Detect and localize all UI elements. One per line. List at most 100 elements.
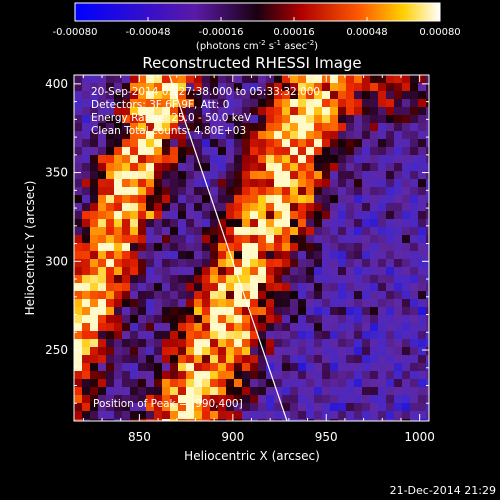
heatmap-cell xyxy=(306,227,315,236)
heatmap-cell xyxy=(178,339,187,348)
heatmap-cell xyxy=(114,275,123,284)
heatmap-cell xyxy=(178,195,187,204)
heatmap-cell xyxy=(170,387,179,396)
heatmap-cell xyxy=(322,163,331,172)
heatmap-cell xyxy=(418,227,427,236)
heatmap-cell xyxy=(362,259,371,268)
heatmap-cell xyxy=(138,203,147,212)
heatmap-cell xyxy=(242,419,251,421)
heatmap-cell xyxy=(90,387,99,396)
y-tick-label: 350 xyxy=(45,166,68,180)
heatmap-cell xyxy=(378,75,387,84)
heatmap-cell xyxy=(122,387,131,396)
heatmap-cell xyxy=(418,179,427,188)
heatmap-cell xyxy=(410,123,419,132)
heatmap-cell xyxy=(346,99,355,108)
heatmap-cell xyxy=(226,227,235,236)
heatmap-cell xyxy=(418,307,427,316)
heatmap-cell xyxy=(138,267,147,276)
heatmap-cell xyxy=(74,403,83,412)
heatmap-cell xyxy=(290,379,299,388)
heatmap-cell xyxy=(130,419,139,421)
heatmap-cell xyxy=(90,379,99,388)
heatmap-cell xyxy=(266,259,275,268)
heatmap-cell xyxy=(370,331,379,340)
heatmap-cell xyxy=(426,123,429,132)
heatmap-cell xyxy=(418,251,427,260)
heatmap-cell xyxy=(162,147,171,156)
heatmap-cell xyxy=(370,379,379,388)
heatmap-cell xyxy=(314,155,323,164)
heatmap-cell xyxy=(282,411,291,420)
heatmap-cell xyxy=(170,379,179,388)
heatmap-cell xyxy=(266,411,275,420)
heatmap-cell xyxy=(74,243,83,252)
heatmap-cell xyxy=(346,171,355,180)
heatmap-cell xyxy=(122,395,131,404)
heatmap-cell xyxy=(106,243,115,252)
heatmap-cell xyxy=(122,235,131,244)
heatmap-cell xyxy=(330,395,339,404)
heatmap-cell xyxy=(146,299,155,308)
heatmap-cell xyxy=(394,139,403,148)
heatmap-cell xyxy=(370,315,379,324)
heatmap-cell xyxy=(210,411,219,420)
heatmap-cell xyxy=(402,155,411,164)
heatmap-cell xyxy=(426,187,429,196)
heatmap-cell xyxy=(106,283,115,292)
heatmap-cell xyxy=(386,107,395,116)
heatmap-cell xyxy=(202,139,211,148)
heatmap-cell xyxy=(170,123,179,132)
heatmap-cell xyxy=(122,123,131,132)
heatmap-cell xyxy=(194,227,203,236)
heatmap-cell xyxy=(298,363,307,372)
heatmap-cell xyxy=(170,315,179,324)
heatmap-cell xyxy=(258,315,267,324)
heatmap-cell xyxy=(114,267,123,276)
heatmap-cell xyxy=(218,211,227,220)
heatmap-cell xyxy=(290,235,299,244)
heatmap-cell xyxy=(250,315,259,324)
heatmap-cell xyxy=(114,371,123,380)
heatmap-cell xyxy=(266,363,275,372)
heatmap-cell xyxy=(354,99,363,108)
heatmap-cell xyxy=(250,347,259,356)
heatmap-cell xyxy=(114,243,123,252)
heatmap-cell xyxy=(114,307,123,316)
heatmap-cell xyxy=(154,411,163,420)
heatmap-cell xyxy=(314,267,323,276)
heatmap-cell xyxy=(258,211,267,220)
heatmap-cell xyxy=(330,211,339,220)
heatmap-cell xyxy=(226,291,235,300)
heatmap-cell xyxy=(162,235,171,244)
heatmap-cell xyxy=(418,163,427,172)
heatmap-cell xyxy=(250,235,259,244)
heatmap-cell xyxy=(74,83,83,92)
heatmap-cell xyxy=(130,339,139,348)
heatmap-cell xyxy=(202,115,211,124)
heatmap-cell xyxy=(242,387,251,396)
heatmap-cell xyxy=(194,163,203,172)
heatmap-cell xyxy=(250,211,259,220)
heatmap-cell xyxy=(314,395,323,404)
heatmap-cell xyxy=(186,75,195,84)
heatmap-cell xyxy=(354,203,363,212)
heatmap-cell xyxy=(314,307,323,316)
heatmap-cell xyxy=(202,315,211,324)
heatmap-cell xyxy=(290,195,299,204)
heatmap-cell xyxy=(418,275,427,284)
heatmap-cell xyxy=(242,283,251,292)
heatmap-cell xyxy=(122,331,131,340)
heatmap-cell xyxy=(306,123,315,132)
heatmap-cell xyxy=(170,171,179,180)
heatmap-cell xyxy=(82,251,91,260)
heatmap-cell xyxy=(170,227,179,236)
heatmap-cell xyxy=(322,219,331,228)
heatmap-cell xyxy=(274,115,283,124)
heatmap-cell xyxy=(186,347,195,356)
heatmap-cell xyxy=(298,291,307,300)
heatmap-cell xyxy=(298,99,307,108)
heatmap-cell xyxy=(146,227,155,236)
heatmap-cell xyxy=(290,355,299,364)
heatmap-cell xyxy=(346,123,355,132)
